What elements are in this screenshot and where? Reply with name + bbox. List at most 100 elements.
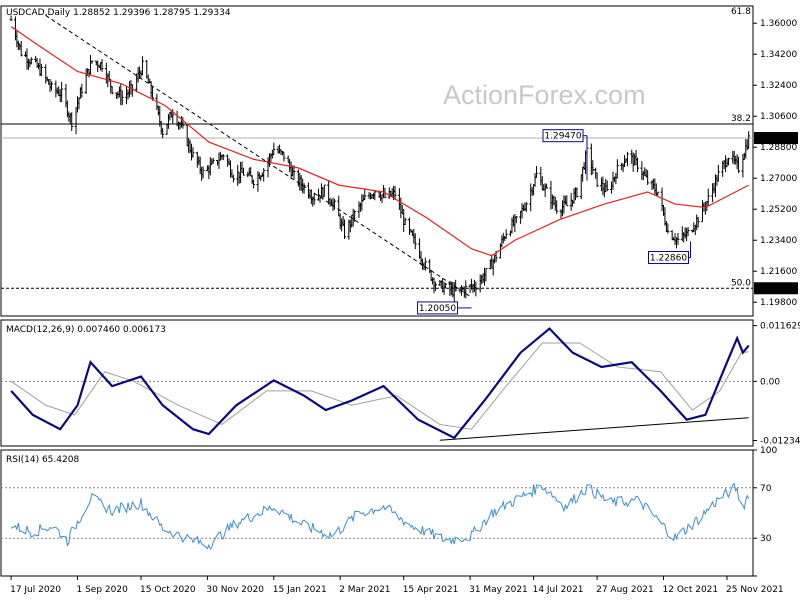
ohlc-bar	[363, 188, 367, 201]
ohlc-bar	[605, 180, 609, 192]
fib-61-label: 61.8	[731, 7, 751, 17]
fib-50-label: 50.0	[731, 278, 751, 288]
x-tick-label: 31 May 2021	[469, 585, 528, 595]
ohlc-bar	[312, 192, 316, 205]
annotation-box	[648, 251, 690, 265]
x-tick-label: 1 Sep 2020	[76, 585, 128, 595]
ohlc-bar	[413, 233, 417, 250]
ohlc-bar	[272, 142, 276, 156]
ohlc-bar	[464, 280, 468, 299]
rsi-layer: 100 70 30	[1, 446, 777, 577]
ohlc-bar	[353, 210, 357, 222]
ohlc-bar	[403, 217, 407, 225]
ohlc-bar	[696, 216, 700, 228]
macd-tick-label: 0.011629	[760, 322, 800, 332]
ohlc-bar	[514, 216, 518, 224]
ohlc-bar	[393, 186, 397, 200]
annotation-label: 1.29470	[544, 132, 581, 142]
macd-tick-label: 0.00	[760, 377, 780, 387]
rsi-header: RSI(14) 65.4208	[6, 455, 79, 465]
ohlc-bar	[181, 117, 185, 129]
macd-signal-line	[10, 342, 749, 430]
ohlc-bar	[545, 183, 549, 189]
x-tick-label: 15 Oct 2020	[140, 585, 196, 595]
macd-header: MACD(12,26,9) 0.007460 0.006173	[6, 325, 166, 335]
x-tick-label: 2 Mar 2021	[339, 585, 390, 595]
ohlc-bar	[60, 81, 64, 103]
ohlc-bar	[50, 81, 54, 91]
x-tick-label: 12 Oct 2021	[663, 585, 719, 595]
ohlc-bar	[322, 184, 326, 197]
ohlc-bar	[575, 187, 579, 198]
ohlc-bar	[19, 40, 23, 57]
ohlc-bar	[151, 86, 155, 101]
ohlc-bar	[231, 174, 235, 183]
ohlc-bar	[686, 226, 690, 237]
ohlc-bar	[615, 159, 619, 179]
fib-50-price-tag: 1.20610	[754, 282, 798, 295]
ohlc-bar	[191, 147, 195, 158]
ohlc-bar	[29, 57, 33, 65]
price-tick-label: 1.27000	[760, 174, 797, 184]
fib-50-price-tag-box	[754, 282, 798, 295]
ohlc-bar	[676, 232, 680, 245]
rsi-tick-label: 70	[760, 484, 772, 494]
x-tick-label: 30 Nov 2020	[206, 585, 264, 595]
watermark: ActionForex.com	[443, 80, 646, 110]
ohlc-bar	[70, 112, 74, 132]
ohlc-bar	[636, 157, 640, 173]
x-tick-label: 15 Apr 2021	[403, 585, 459, 595]
ohlc-bar	[161, 127, 165, 139]
last-price-tag: 1.29334	[754, 132, 798, 145]
macd-tick-label: -0.012348	[760, 436, 800, 446]
ohlc-bar	[555, 200, 559, 214]
x-tick-label: 25 Nov 2021	[726, 585, 784, 595]
ohlc-bar	[332, 198, 336, 210]
ohlc-bar	[262, 168, 266, 182]
last-price-tag-box	[754, 132, 798, 145]
ohlc-bar	[625, 151, 629, 167]
ohlc-bar	[534, 166, 538, 178]
ohlc-bar	[120, 90, 124, 106]
x-tick-label: 27 Aug 2021	[596, 585, 654, 595]
price-annotation: 1.20050	[417, 301, 472, 315]
macd-layer: 0.011629 0.00 -0.012348	[1, 322, 800, 446]
ohlc-bar	[747, 131, 751, 149]
ohlc-bar	[524, 202, 528, 212]
fib-38-label: 38.2	[731, 114, 751, 124]
macd-trendline	[439, 417, 749, 441]
ohlc-bar	[9, 15, 13, 21]
macd-line	[10, 327, 750, 440]
ohlc-bar	[373, 191, 377, 201]
ohlc-bar	[484, 267, 488, 282]
ohlc-bar	[343, 219, 347, 239]
annotation-label: 1.22860	[650, 254, 687, 264]
annotation-box	[542, 129, 584, 143]
moving-average-line	[10, 26, 749, 257]
ohlc-bar	[656, 191, 660, 196]
ohlc-bar	[39, 63, 43, 77]
price-tick-label: 1.19800	[760, 298, 797, 308]
x-tick-label: 15 Jan 2021	[273, 585, 327, 595]
ohlc-bar	[444, 282, 448, 289]
price-layer: 1.36000 1.34200 1.32400 1.30600 1.28800 1.270…	[1, 7, 798, 315]
ohlc-bar	[201, 166, 205, 179]
ohlc-bar	[90, 60, 94, 64]
ohlc-bar	[716, 164, 720, 182]
ohlc-bar	[140, 56, 144, 76]
price-tick-label: 1.32400	[760, 81, 797, 91]
ohlc-bar	[565, 195, 569, 207]
ohlc-bar	[252, 179, 256, 189]
price-header: USDCAD,Daily 1.28852 1.29396 1.28795 1.2…	[6, 8, 231, 18]
x-axis: 17 Jul 2020 1 Sep 2020 15 Oct 2020 30 Nov 2…	[10, 576, 784, 595]
annotation-box	[417, 301, 459, 315]
ohlc-bar	[737, 156, 741, 174]
rsi-tick-label: 30	[760, 534, 772, 544]
price-tick-label: 1.34200	[760, 50, 797, 60]
annotation-label: 1.20050	[419, 304, 456, 314]
price-annotation: 1.29470	[542, 129, 588, 181]
ohlc-bar	[666, 223, 670, 234]
ohlc-bar	[100, 59, 104, 72]
price-pane	[0, 5, 754, 317]
